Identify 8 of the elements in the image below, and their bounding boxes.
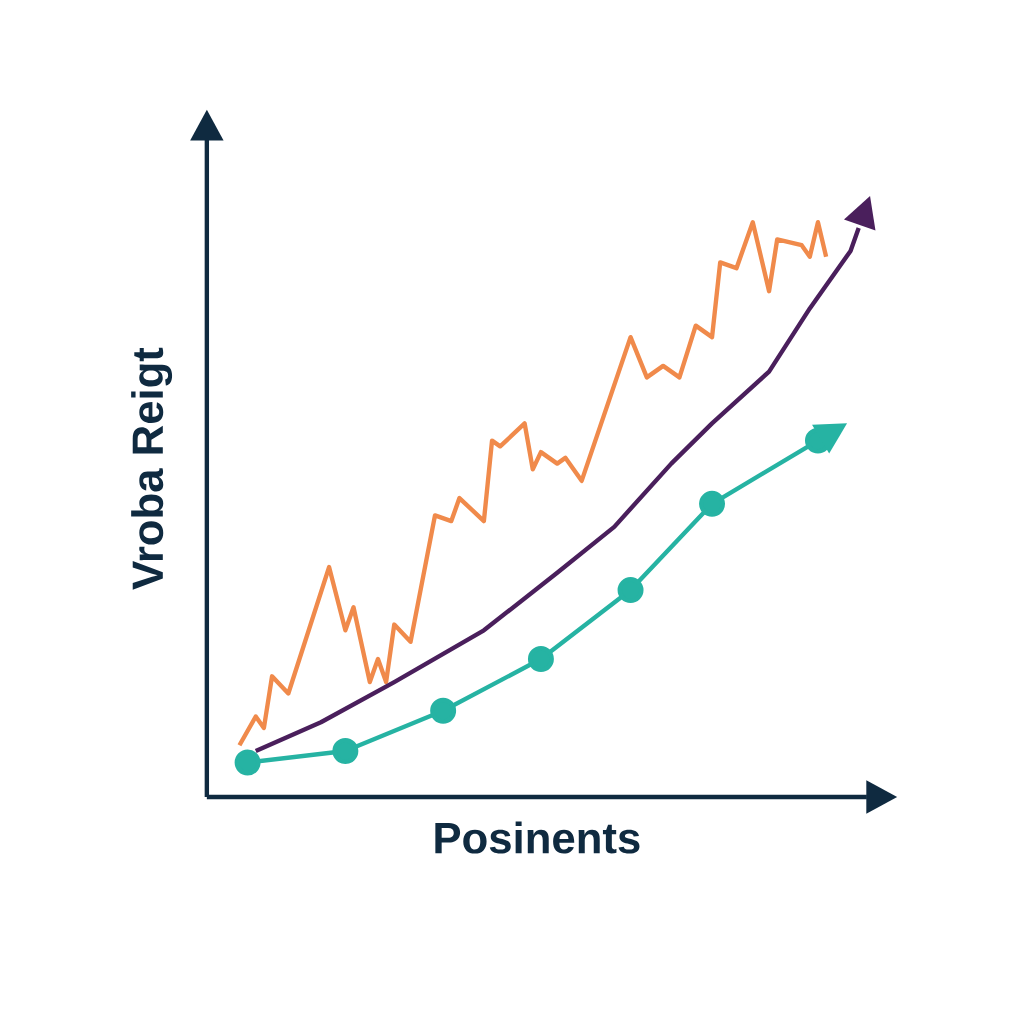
point — [617, 577, 644, 604]
point — [430, 697, 457, 724]
point — [234, 749, 261, 776]
point — [332, 738, 359, 764]
x-axis-title: Posinents — [435, 821, 640, 854]
y-axis-title: Vroba Reigt — [131, 347, 173, 590]
point — [699, 490, 726, 517]
point — [527, 646, 554, 673]
